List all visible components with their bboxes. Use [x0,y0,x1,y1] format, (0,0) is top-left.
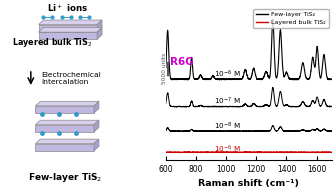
Text: 5000 units: 5000 units [162,53,167,84]
Polygon shape [39,20,102,25]
Polygon shape [36,101,99,106]
Polygon shape [36,125,94,132]
Legend: Few-layer TiS₂, Layered bulk TiS₂: Few-layer TiS₂, Layered bulk TiS₂ [253,9,329,28]
Polygon shape [97,28,102,39]
Text: 10$^{-6}$ M: 10$^{-6}$ M [214,68,241,80]
Polygon shape [39,32,97,39]
Text: R6G: R6G [170,57,194,67]
Polygon shape [36,139,99,144]
Polygon shape [97,20,102,32]
Text: 10$^{-8}$ M: 10$^{-8}$ M [214,121,241,132]
X-axis label: Raman shift (cm⁻¹): Raman shift (cm⁻¹) [198,179,299,188]
Polygon shape [36,120,99,125]
Polygon shape [94,101,99,113]
Text: 10$^{-6}$ M: 10$^{-6}$ M [214,144,241,155]
Text: Li$^+$ ions: Li$^+$ ions [47,3,88,14]
Polygon shape [39,28,102,32]
Text: 10$^{-7}$ M: 10$^{-7}$ M [214,96,241,107]
Polygon shape [94,120,99,132]
Text: Layered bulk TiS$_2$: Layered bulk TiS$_2$ [12,36,93,49]
Polygon shape [36,144,94,151]
Polygon shape [94,139,99,151]
Text: Few-layer TiS$_2$: Few-layer TiS$_2$ [27,171,102,184]
Text: Electrochemical
Intercalation: Electrochemical Intercalation [42,72,102,85]
Polygon shape [36,106,94,113]
Polygon shape [39,25,97,32]
